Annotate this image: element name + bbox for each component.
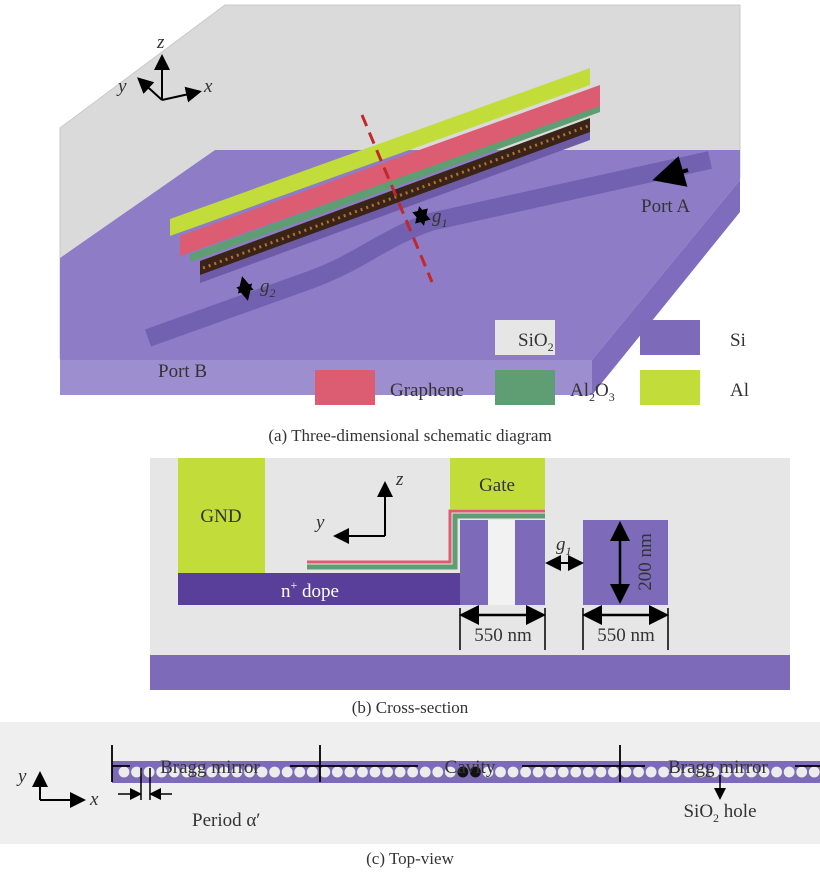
hole-label: SiO2 hole [683, 801, 756, 825]
legend-swatch [315, 370, 375, 405]
caption: (b) Cross-section [352, 698, 469, 717]
air-hole [345, 767, 356, 778]
air-hole [608, 767, 619, 778]
air-hole [357, 767, 368, 778]
legend-label-part: Al [730, 380, 749, 401]
air-hole [784, 767, 795, 778]
air-hole [395, 767, 406, 778]
air-hole [809, 767, 820, 778]
caption: (c) Top-view [366, 849, 454, 868]
hole-text: SiO [683, 801, 713, 822]
air-hole [282, 767, 293, 778]
gnd-label: GND [200, 506, 241, 527]
air-hole [570, 767, 581, 778]
axis-label: y [16, 766, 27, 787]
axis-label: z [156, 32, 165, 53]
port-label: Port B [158, 361, 207, 382]
axis-label: y [314, 512, 325, 533]
air-hole [382, 767, 393, 778]
legend-label: Al [730, 380, 749, 401]
legend-label-part: SiO [518, 330, 548, 351]
legend-label-part: Graphene [390, 380, 464, 401]
gap-index: 2 [270, 286, 276, 300]
air-hole [332, 767, 343, 778]
air-hole [370, 767, 381, 778]
width-label: 550 nm [474, 625, 532, 646]
legend-label-part: Si [730, 330, 746, 351]
air-hole [119, 767, 130, 778]
panel-c: Bragg mirror Cavity Bragg mirror y x Per… [0, 722, 820, 868]
air-hole [646, 767, 657, 778]
air-hole [269, 767, 280, 778]
gap-symbol: g [556, 534, 566, 555]
legend-label-part: 3 [609, 390, 615, 404]
air-hole [144, 767, 155, 778]
air-hole [596, 767, 607, 778]
air-hole [633, 767, 644, 778]
air-hole [432, 767, 443, 778]
section-label: Bragg mirror [668, 757, 768, 778]
substrate [150, 655, 790, 690]
legend-swatch [640, 370, 700, 405]
axis-label: z [395, 469, 404, 490]
axis-label: x [203, 76, 213, 97]
air-hole [520, 767, 531, 778]
height-label: 200 nm [635, 533, 656, 591]
gap-symbol: g [260, 276, 270, 297]
gap-index: 1 [566, 544, 572, 558]
legend-label: Si [730, 330, 746, 351]
air-hole [533, 767, 544, 778]
dope-text: dope [297, 581, 339, 602]
caption: (a) Three-dimensional schematic diagram [268, 426, 551, 445]
gap-symbol: g [432, 206, 442, 227]
section-label: Bragg mirror [160, 757, 260, 778]
air-hole [796, 767, 807, 778]
legend-swatch [495, 370, 555, 405]
port-label: Port A [641, 196, 690, 217]
legend-label-part: 2 [548, 340, 554, 354]
axis-label: x [89, 789, 99, 810]
air-hole [495, 767, 506, 778]
legend-label: Graphene [390, 380, 464, 401]
air-hole [558, 767, 569, 778]
air-hole [621, 767, 632, 778]
legend-label-part: O [595, 380, 609, 401]
page: z y x g1 g2 Port A Port B SiO2SiGraphene… [0, 0, 820, 876]
legend-label-part: Al [570, 380, 589, 401]
air-hole [307, 767, 318, 778]
air-hole [583, 767, 594, 778]
air-hole [545, 767, 556, 778]
gate-label: Gate [479, 475, 515, 496]
width-label: 550 nm [597, 625, 655, 646]
legend-swatch [640, 320, 700, 355]
dope-n: n [281, 581, 291, 602]
hole-section [488, 520, 515, 605]
air-hole [771, 767, 782, 778]
dope-label: n+ dope [281, 578, 339, 602]
figure: z y x g1 g2 Port A Port B SiO2SiGraphene… [0, 0, 820, 876]
air-hole [294, 767, 305, 778]
air-hole [319, 767, 330, 778]
axis-label: y [116, 76, 127, 97]
air-hole [420, 767, 431, 778]
period-label: Period α′ [192, 810, 260, 831]
section-label: Cavity [445, 757, 496, 778]
air-hole [407, 767, 418, 778]
air-hole [508, 767, 519, 778]
gap-index: 1 [442, 216, 448, 230]
panel-b: z y GND Gate n+ dope g1 200 nm 550 nm 55… [150, 458, 790, 717]
hole-text: hole [719, 801, 756, 822]
